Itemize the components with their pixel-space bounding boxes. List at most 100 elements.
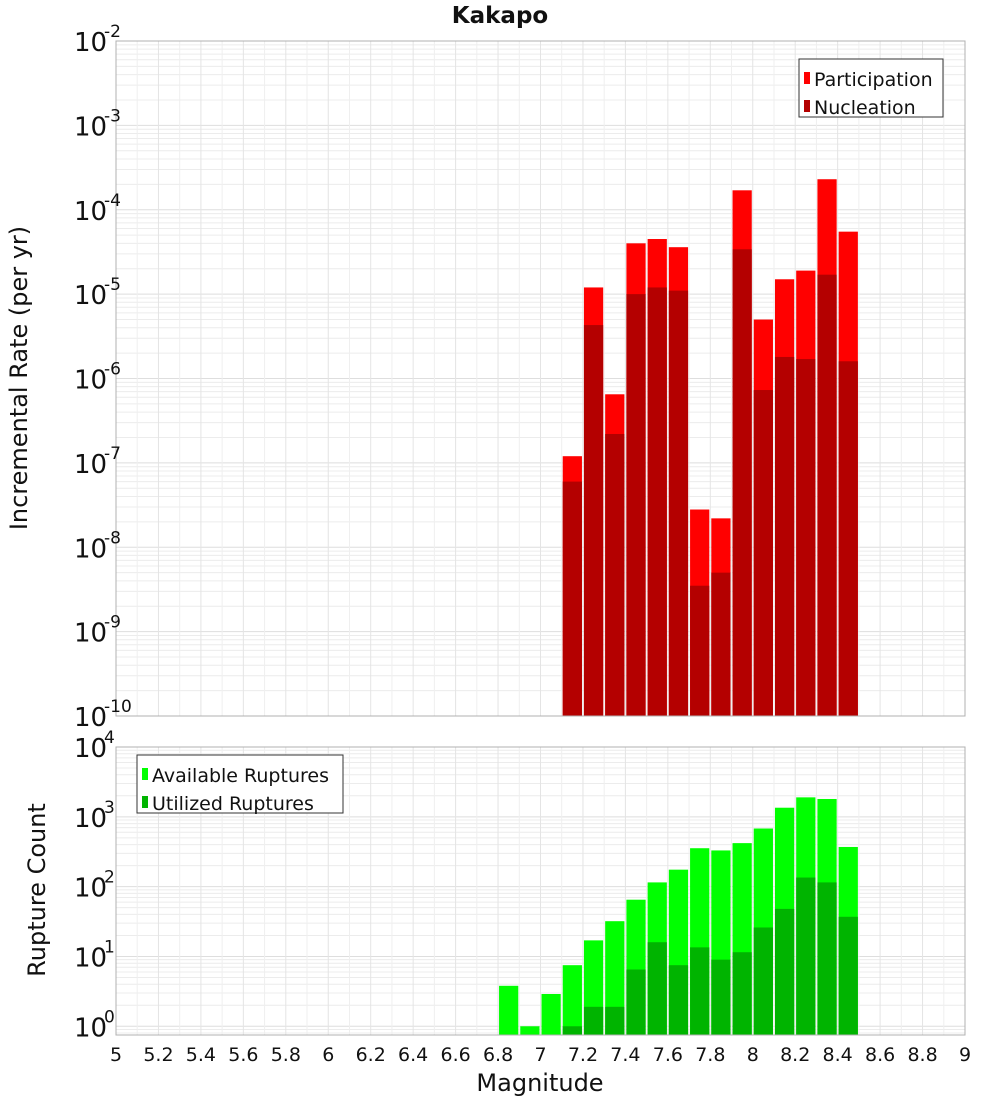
bar — [583, 325, 604, 716]
bar — [562, 1026, 582, 1035]
svg-text:-6: -6 — [104, 360, 121, 380]
x-tick-label: 5.2 — [143, 1044, 173, 1066]
legend-swatch — [804, 100, 810, 112]
svg-text:10: 10 — [74, 734, 107, 764]
plot-frame — [115, 746, 966, 1036]
svg-text:10: 10 — [74, 1013, 107, 1043]
legend-label: Available Ruptures — [152, 765, 329, 787]
bar — [520, 1026, 540, 1035]
svg-text:-2: -2 — [104, 22, 121, 42]
bar — [626, 294, 646, 716]
y-tick-label: 10-5 — [74, 275, 121, 311]
y-tick-label: 101 — [74, 937, 115, 973]
bar — [796, 359, 816, 716]
x-tick-label: 6.4 — [398, 1044, 428, 1066]
svg-text:10: 10 — [74, 804, 107, 834]
svg-text:10: 10 — [74, 943, 107, 973]
bar — [711, 959, 731, 1035]
svg-text:10: 10 — [74, 281, 107, 311]
x-tick-label: 5.4 — [186, 1044, 216, 1066]
svg-text:10: 10 — [74, 619, 107, 649]
bar — [668, 290, 689, 716]
bar — [690, 585, 710, 716]
bar — [605, 433, 625, 716]
bar — [583, 1006, 604, 1035]
bar — [774, 356, 795, 716]
x-tick-label: 6.2 — [356, 1044, 386, 1066]
x-tick-label: 5.6 — [228, 1044, 258, 1066]
y-tick-label: 104 — [74, 728, 115, 764]
rate-panel: 10-1010-910-810-710-610-510-410-310-2Par… — [74, 22, 966, 733]
x-axis-label: Magnitude — [476, 1069, 603, 1097]
svg-text:-8: -8 — [104, 528, 121, 548]
chart-title: Kakapo — [452, 3, 548, 29]
x-tick-label: 6.6 — [440, 1044, 470, 1066]
legend-label: Utilized Ruptures — [152, 793, 314, 815]
x-tick-label: 7.4 — [610, 1044, 640, 1066]
legend-swatch — [142, 768, 148, 780]
top-y-axis-label: Incremental Rate (per yr) — [5, 226, 33, 530]
svg-text:10: 10 — [74, 112, 107, 142]
y-tick-label: 10-6 — [74, 360, 121, 396]
bar — [605, 921, 625, 1035]
x-tick-label: 9 — [959, 1044, 971, 1066]
x-tick-label: 8.8 — [907, 1044, 937, 1066]
x-tick-label: 6 — [322, 1044, 334, 1066]
legend: Participation Nucleation — [798, 58, 944, 119]
bar — [668, 965, 689, 1035]
svg-text:4: 4 — [104, 728, 115, 748]
y-tick-label: 103 — [74, 798, 115, 834]
svg-text:10: 10 — [74, 197, 107, 227]
x-tick-label: 7.8 — [695, 1044, 725, 1066]
svg-text:10: 10 — [74, 703, 107, 733]
bar — [626, 969, 646, 1035]
legend-swatch — [142, 796, 148, 808]
bar — [796, 877, 816, 1035]
legend-box — [798, 58, 944, 118]
y-tick-label: 100 — [74, 1007, 115, 1043]
x-tick-label: 8.4 — [823, 1044, 853, 1066]
y-tick-label: 10-3 — [74, 106, 121, 142]
svg-text:10: 10 — [74, 450, 107, 480]
y-tick-label: 10-10 — [74, 697, 132, 733]
svg-text:10: 10 — [74, 534, 107, 564]
x-tick-label: 7.6 — [653, 1044, 683, 1066]
bar — [541, 993, 561, 1035]
svg-text:-4: -4 — [104, 191, 121, 211]
y-tick-label: 10-4 — [74, 191, 121, 227]
bar — [753, 390, 773, 716]
bar — [690, 947, 710, 1035]
bar — [605, 1006, 625, 1035]
svg-text:-7: -7 — [104, 444, 121, 464]
bar — [817, 274, 837, 716]
svg-text:-5: -5 — [104, 275, 121, 295]
svg-text:10: 10 — [74, 366, 107, 396]
bar — [499, 985, 519, 1035]
bar — [711, 572, 731, 716]
legend-label: Nucleation — [814, 97, 916, 119]
x-tick-label: 5.8 — [271, 1044, 301, 1066]
bar — [838, 361, 858, 716]
bar — [774, 908, 795, 1035]
bar — [562, 481, 582, 716]
y-tick-label: 10-2 — [74, 22, 121, 58]
svg-text:1: 1 — [104, 937, 115, 957]
svg-text:0: 0 — [104, 1007, 115, 1027]
svg-text:-10: -10 — [104, 697, 132, 717]
x-tick-label: 7.2 — [568, 1044, 598, 1066]
legend-box — [136, 754, 344, 814]
svg-text:-9: -9 — [104, 613, 121, 633]
x-tick-label: 8 — [747, 1044, 759, 1066]
bar — [838, 916, 858, 1035]
bar — [647, 942, 667, 1035]
legend: Available Ruptures Utilized Ruptures — [136, 754, 344, 815]
bar — [647, 287, 667, 716]
legend-label: Participation — [814, 69, 933, 91]
svg-text:10: 10 — [74, 874, 107, 904]
bottom-y-axis-label: Rupture Count — [23, 803, 51, 977]
plot-frame — [115, 40, 966, 717]
x-tick-label: 5 — [110, 1044, 122, 1066]
svg-text:10: 10 — [74, 28, 107, 58]
